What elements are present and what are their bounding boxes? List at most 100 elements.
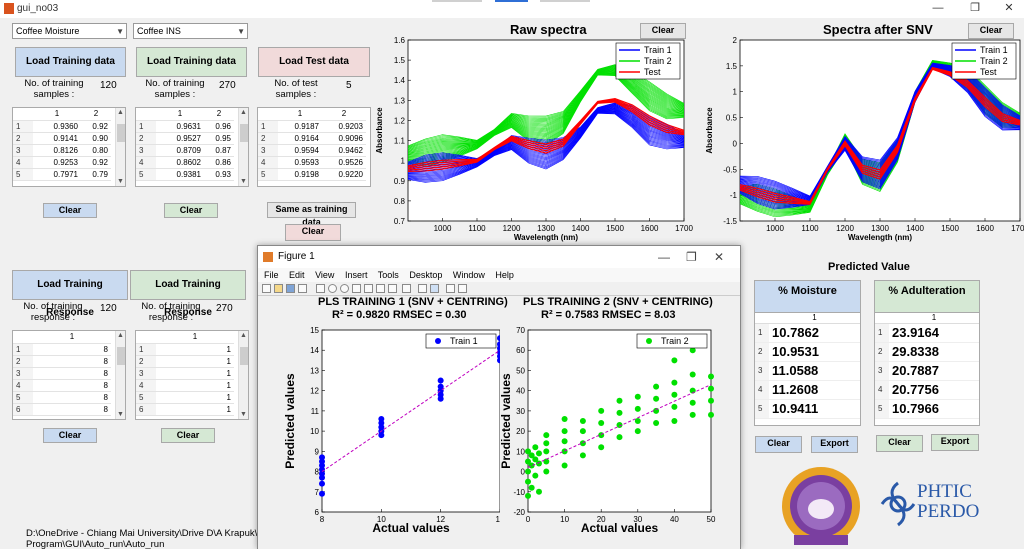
clear-snv-button[interactable]: Clear <box>968 23 1014 39</box>
title-accent-3 <box>540 0 590 2</box>
legend-marker <box>646 338 652 344</box>
rotate-icon[interactable] <box>364 284 373 293</box>
clear-training-2-button[interactable]: Clear <box>164 203 218 218</box>
print-icon[interactable] <box>298 284 307 293</box>
legend-icon[interactable] <box>430 284 439 293</box>
scatter-point <box>653 395 660 402</box>
export-moisture-button[interactable]: Export <box>811 436 858 453</box>
dataset-select-right[interactable]: Coffee INS ▼ <box>133 23 248 39</box>
x-tick-label: 0 <box>526 515 531 524</box>
y-tick-label: 70 <box>516 326 525 335</box>
menu-edit[interactable]: Edit <box>289 270 305 280</box>
link-icon[interactable] <box>402 284 411 293</box>
export-adulteration-button[interactable]: Export <box>931 434 979 451</box>
spectrum-line-train-1 <box>407 111 685 179</box>
new-figure-icon[interactable] <box>262 284 271 293</box>
scatter-point <box>319 454 325 461</box>
load-training-data-2-button[interactable]: Load Training data <box>136 47 247 77</box>
table-row: 1 0.9360 0.92 <box>13 120 111 133</box>
spectrum-line-test <box>407 99 685 170</box>
close-icon[interactable]: ✕ <box>1004 2 1014 14</box>
data-cursor-icon[interactable] <box>376 284 385 293</box>
x-axis-label: Actual values <box>372 521 450 535</box>
clear-adulteration-button[interactable]: Clear <box>876 435 923 452</box>
brush-icon[interactable] <box>388 284 397 293</box>
table-scrollbar[interactable]: ▲ ▼ <box>238 331 248 419</box>
table-scrollbar[interactable]: ▲ ▼ <box>238 108 248 186</box>
spectrum-line-train-1 <box>407 111 685 178</box>
menu-window[interactable]: Window <box>452 270 485 280</box>
scatter-point <box>535 488 542 495</box>
scatter-point <box>525 448 531 455</box>
table-row: 4 0.9253 0.92 <box>13 156 111 169</box>
y-tick-label: 13 <box>310 366 319 375</box>
table-scrollbar[interactable]: ▲ ▼ <box>115 331 125 419</box>
scatter-point <box>535 460 542 467</box>
menu-view[interactable]: View <box>315 270 335 280</box>
spectrum-line-train-1 <box>407 112 685 180</box>
legend-box <box>425 333 497 349</box>
scatter-point <box>671 379 678 386</box>
save-icon[interactable] <box>286 284 295 293</box>
hide-plot-tools-icon[interactable] <box>446 284 455 293</box>
scatter-point <box>528 462 535 469</box>
same-as-training-button[interactable]: Same as training data <box>267 202 356 227</box>
table-row: 5 10.7966 <box>875 399 979 419</box>
show-plot-tools-icon[interactable] <box>458 284 467 293</box>
menu-file[interactable]: File <box>264 270 279 280</box>
open-icon[interactable] <box>274 284 283 293</box>
scatter-point <box>708 385 714 392</box>
clear-training-1-button[interactable]: Clear <box>43 203 97 218</box>
y-tick-label: 0.7 <box>394 217 406 226</box>
menu-insert[interactable]: Insert <box>344 270 368 280</box>
clear-moisture-button[interactable]: Clear <box>755 436 802 453</box>
spectrum-line-train-1 <box>407 110 685 175</box>
load-test-data-button[interactable]: Load Test data <box>258 47 370 77</box>
menu-desktop[interactable]: Desktop <box>409 270 443 280</box>
close-icon[interactable]: ✕ <box>714 250 725 264</box>
dataset-select-left[interactable]: Coffee Moisture ▼ <box>12 23 127 39</box>
zoom-out-icon[interactable] <box>340 284 349 293</box>
restore-icon[interactable]: ❐ <box>970 2 980 14</box>
menu-tools[interactable]: Tools <box>377 270 399 280</box>
clear-response-2-button[interactable]: Clear <box>161 428 215 443</box>
clear-raw-button[interactable]: Clear <box>640 23 686 39</box>
load-training-response-2-button[interactable]: Load Training Response <box>130 270 246 318</box>
y-tick-label: 1.5 <box>394 56 406 65</box>
pan-icon[interactable] <box>352 284 361 293</box>
x-tick-label: 1000 <box>766 224 784 233</box>
menu-help[interactable]: Help <box>495 270 514 280</box>
load-training-data-1-button[interactable]: Load Training data <box>15 47 126 77</box>
zoom-in-icon[interactable] <box>328 284 337 293</box>
restore-icon[interactable]: ❐ <box>686 250 697 264</box>
clear-test-button[interactable]: Clear <box>285 224 341 241</box>
spectrum-line-train-1 <box>407 110 685 177</box>
x-tick-label: 1500 <box>941 224 959 233</box>
scatter-point <box>689 399 696 406</box>
table-scrollbar[interactable]: ▲ ▼ <box>115 108 125 186</box>
scatter-point <box>598 420 605 427</box>
scatter-point <box>543 458 550 465</box>
load-training-response-1-button[interactable]: Load Training Response <box>12 270 128 318</box>
clear-response-1-button[interactable]: Clear <box>43 428 97 443</box>
figure-window[interactable]: Figure 1 — ❐ ✕ File Edit View Insert Too… <box>257 245 741 549</box>
spectrum-line-train-1 <box>407 112 685 182</box>
minimize-icon[interactable]: — <box>932 2 944 14</box>
spectrum-line-train-2 <box>407 66 685 151</box>
colorbar-icon[interactable] <box>418 284 427 293</box>
x-tick-label: 10 <box>560 515 569 524</box>
y-tick-label: 1.2 <box>394 116 406 125</box>
pointer-icon[interactable] <box>316 284 325 293</box>
minimize-icon[interactable]: — <box>658 250 670 264</box>
figure-titlebar: Figure 1 — ❐ ✕ <box>258 246 740 268</box>
training-response-1-count: 120 <box>100 303 117 314</box>
dataset-select-right-value: Coffee INS <box>137 26 181 36</box>
table-row: 4 11.2608 <box>755 380 860 400</box>
